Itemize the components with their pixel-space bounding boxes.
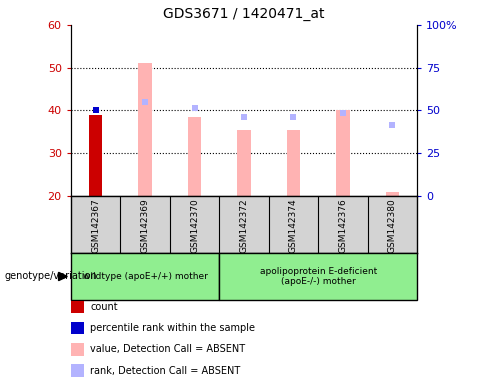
- Bar: [138, 63, 152, 196]
- Text: count: count: [90, 302, 118, 312]
- Text: apolipoprotein E-deficient
(apoE-/-) mother: apolipoprotein E-deficient (apoE-/-) mot…: [260, 267, 377, 286]
- Text: GSM142372: GSM142372: [240, 199, 248, 253]
- Bar: [286, 130, 301, 196]
- Title: GDS3671 / 1420471_at: GDS3671 / 1420471_at: [163, 7, 325, 21]
- Text: GSM142376: GSM142376: [339, 199, 347, 253]
- Text: value, Detection Call = ABSENT: value, Detection Call = ABSENT: [90, 344, 245, 354]
- Text: GSM142370: GSM142370: [190, 199, 199, 253]
- Text: genotype/variation: genotype/variation: [5, 271, 98, 281]
- Text: percentile rank within the sample: percentile rank within the sample: [90, 323, 255, 333]
- Text: GSM142380: GSM142380: [388, 199, 397, 253]
- Text: GSM142369: GSM142369: [141, 199, 149, 253]
- Bar: [386, 192, 399, 196]
- Text: wildtype (apoE+/+) mother: wildtype (apoE+/+) mother: [82, 272, 207, 281]
- Bar: [71, 253, 219, 300]
- Bar: [219, 253, 417, 300]
- Text: GSM142374: GSM142374: [289, 199, 298, 253]
- Text: rank, Detection Call = ABSENT: rank, Detection Call = ABSENT: [90, 366, 241, 376]
- Bar: [187, 117, 202, 196]
- Bar: [237, 130, 251, 196]
- Polygon shape: [59, 272, 67, 281]
- Text: GSM142367: GSM142367: [91, 199, 100, 253]
- Bar: [336, 111, 350, 196]
- Bar: [89, 115, 102, 196]
